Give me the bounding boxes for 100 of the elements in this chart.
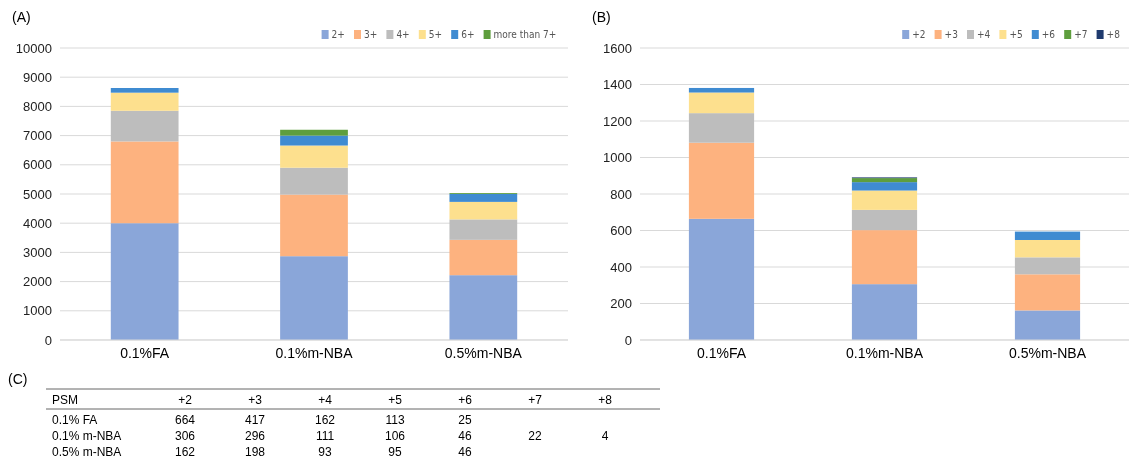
bar [110,223,179,340]
bar [851,182,918,191]
bar [688,87,755,93]
data-label: 25 [458,413,472,427]
legend-label: 4+ [396,29,410,40]
bar [280,135,348,146]
bar [280,194,348,257]
legend-label: +4 [977,29,991,40]
bar [1014,274,1081,311]
x-tick-label: +7 [528,393,543,407]
y-tick-label: 10000 [15,40,52,56]
legend-label: +7 [1074,29,1088,40]
y-tick-label: 7000 [23,128,52,144]
legend-label: +5 [1009,29,1023,40]
data-label: 162 [174,445,196,459]
legend-label: 3+ [364,29,378,40]
y-tick-label: 0.5% m-NBA [52,445,122,459]
bar [851,284,918,340]
legend-label: +3 [944,29,958,40]
bar [110,88,179,93]
data-label: 417 [244,413,266,427]
x-tick-label: 0.1%m-NBA [845,345,924,361]
data-label: 106 [384,429,406,443]
data-label: 162 [314,413,336,427]
bar [449,275,518,340]
y-tick-label: 0.1% m-NBA [52,429,122,443]
data-label: 306 [174,429,196,443]
x-tick-label: +3 [248,393,263,407]
legend-label: 5+ [428,29,443,40]
x-tick-label: +2 [178,393,193,407]
y-tick-label: 400 [610,259,632,275]
bar [1014,231,1081,240]
bar [449,201,518,220]
bar [851,230,918,285]
chart-title: (A) [12,9,31,25]
y-tick-label: 9000 [23,69,52,85]
y-tick-label: 0 [624,332,632,348]
bar [851,209,918,231]
bar [851,178,918,183]
legend-label: 2+ [331,29,345,40]
bar [688,142,755,219]
y-tick-label: 800 [610,186,632,202]
legend-label: 6+ [461,29,475,40]
chart-title: (B) [592,9,611,25]
bar [280,167,348,195]
x-tick-label: 0.1%FA [120,345,170,361]
bar [1014,310,1081,340]
legend-label: +8 [1106,29,1121,40]
data-label: 46 [458,429,472,443]
bar [1014,257,1081,275]
x-tick-label: +5 [388,393,403,407]
y-tick-label: 600 [610,223,632,239]
bar [110,110,179,142]
y-tick-label: 2000 [23,274,52,290]
bar [110,141,179,224]
y-tick-label: 6000 [23,157,52,173]
bar [280,145,348,168]
y-tick-label: 8000 [23,98,52,114]
bar [449,219,518,240]
bar [688,113,755,143]
x-axis-title: PSM [52,393,79,407]
text: (C) [8,371,28,387]
y-tick-label: 1600 [603,40,632,56]
data-label: 113 [385,413,405,427]
data-label: 95 [388,445,402,459]
data-label: 4 [601,429,609,443]
legend-label: more than 7+ [493,29,557,40]
bar [851,190,918,210]
data-label: 198 [244,445,266,459]
data-label: 22 [528,429,542,443]
bar [280,129,348,136]
y-tick-label: 3000 [23,244,52,260]
x-tick-label: 0.1%m-NBA [275,345,354,361]
y-tick-label: 200 [610,296,632,312]
y-tick-label: 1200 [603,113,632,129]
data-label: 46 [458,445,472,459]
bar [110,92,179,111]
bar [688,92,755,114]
y-tick-label: 1400 [603,77,632,93]
x-tick-label: 0.5%m-NBA [444,345,523,361]
y-tick-label: 1000 [23,303,52,319]
x-tick-label: +8 [598,393,613,407]
y-tick-label: 4000 [23,215,52,231]
y-tick-label: 0 [44,332,52,348]
y-tick-label: 0.1% FA [52,413,98,427]
y-tick-label: 5000 [23,186,52,202]
x-tick-label: 0.1%FA [696,345,747,361]
bar [449,194,518,202]
bar [1014,239,1081,258]
data-label: 93 [318,445,332,459]
x-tick-label: +4 [318,393,333,407]
x-tick-label: 0.5%m-NBA [1008,345,1087,361]
bar [688,218,755,340]
data-label: 664 [174,413,196,427]
legend-label: +6 [1041,29,1056,40]
x-tick-label: +6 [458,393,473,407]
y-tick-label: 1000 [603,150,632,166]
data-label: 111 [315,429,335,443]
bar [280,256,348,340]
legend-label: +2 [912,29,926,40]
